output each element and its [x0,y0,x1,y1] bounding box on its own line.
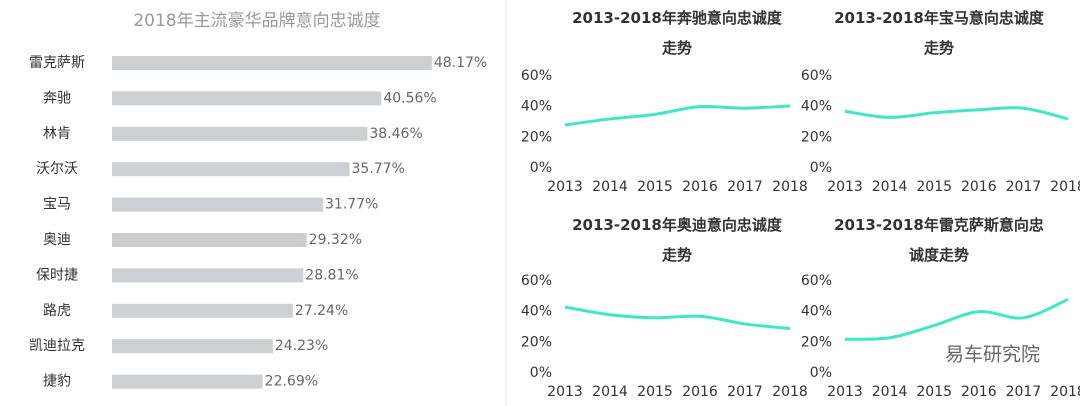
category-label: 沃尔沃 [36,161,78,177]
value-label: 22.69% [265,374,318,390]
line [844,298,1069,341]
y-tick-label: 60% [801,68,832,84]
value-label: 48.17% [434,55,487,71]
bar [112,374,263,389]
category-label: 林肯 [43,126,71,142]
x-tick-label: 2014 [592,179,628,195]
x-tick-label: 2013 [547,384,583,400]
x-tick-label: 2018 [1050,384,1080,400]
y-tick-label: 0% [530,160,552,176]
value-label: 24.23% [275,338,328,354]
category-label: 雷克萨斯 [29,55,85,71]
x-tick-label: 2017 [727,179,763,195]
x-tick-label: 2016 [682,179,718,195]
chart-title: 2013-2018年奔驰意向忠诚度走势 [572,9,782,57]
x-tick-label: 2015 [637,179,673,195]
x-tick-label: 2018 [1050,179,1080,195]
bar [112,91,382,106]
x-tick-label: 2013 [547,179,583,195]
x-tick-label: 2015 [916,384,952,400]
category-label: 奔驰 [43,90,71,106]
value-label: 40.56% [383,90,436,106]
y-tick-label: 60% [521,273,552,289]
x-tick-label: 2014 [592,384,628,400]
chart-title: 2013-2018年奥迪意向忠诚度走势 [572,216,782,264]
y-tick-label: 0% [530,365,552,381]
y-tick-label: 0% [810,160,832,176]
x-tick-label: 2016 [961,384,997,400]
chart-title: 2013-2018年宝马意向忠诚度走势 [834,9,1044,57]
value-label: 28.81% [305,267,358,283]
category-label: 路虎 [43,303,71,319]
bar [112,303,293,318]
y-tick-label: 20% [521,129,552,145]
value-label: 35.77% [352,161,405,177]
x-tick-label: 2017 [1006,384,1042,400]
value-label: 31.77% [325,197,378,213]
x-tick-label: 2018 [772,179,808,195]
x-tick-label: 2014 [872,384,908,400]
y-tick-label: 40% [801,304,832,320]
chart-title: 2013-2018年雷克萨斯意向忠诚度走势 [834,216,1044,264]
y-tick-label: 20% [801,334,832,350]
value-label: 29.32% [309,232,362,248]
y-tick-label: 40% [521,304,552,320]
x-tick-label: 2018 [772,384,808,400]
x-tick-label: 2015 [916,179,952,195]
y-tick-label: 60% [521,68,552,84]
category-label: 凯迪拉克 [29,338,85,354]
x-tick-label: 2017 [1006,179,1042,195]
y-tick-label: 0% [810,365,832,381]
bar [112,197,323,212]
bar [112,162,350,177]
line [844,106,1069,121]
chart-title: 2018年主流豪华品牌意向忠诚度 [133,10,380,31]
x-tick-label: 2014 [872,179,908,195]
line [564,305,791,331]
y-tick-label: 20% [521,334,552,350]
bar [112,56,432,70]
y-tick-label: 40% [521,99,552,115]
y-tick-label: 20% [801,129,832,145]
x-tick-label: 2013 [827,384,863,400]
category-label: 保时捷 [36,267,78,283]
value-label: 27.24% [295,303,348,319]
x-tick-label: 2015 [637,384,673,400]
bar [112,233,307,247]
bar [112,339,273,354]
y-tick-label: 60% [801,273,832,289]
y-tick-label: 40% [801,99,832,115]
x-tick-label: 2017 [727,384,763,400]
category-label: 宝马 [43,197,71,213]
bar [112,126,368,141]
x-tick-label: 2013 [827,179,863,195]
brand: 易车研究院 [945,344,1040,366]
category-label: 奥迪 [43,231,71,248]
value-label: 38.46% [369,126,422,142]
line [564,104,791,127]
bar [112,268,304,283]
x-tick-label: 2016 [961,179,997,195]
category-label: 捷豹 [43,374,71,390]
x-tick-label: 2016 [682,384,718,400]
